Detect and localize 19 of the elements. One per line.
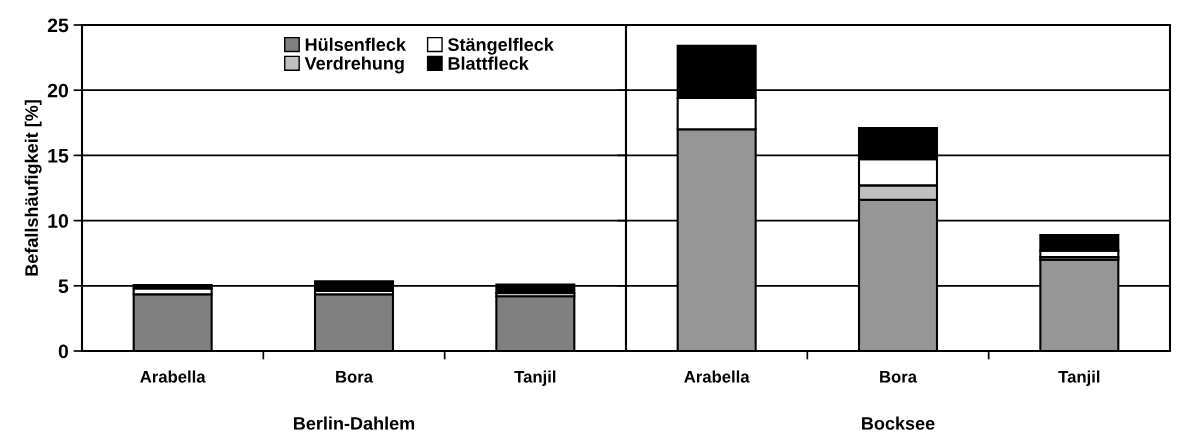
y-tick-label: 5 (58, 279, 69, 294)
x-tick-label: Tanjil (514, 370, 556, 386)
x-tick-label: Bora (336, 371, 374, 383)
x-tick-label: Arabella (684, 370, 750, 383)
y-tick-label: 25 (47, 18, 69, 33)
x-tick-label: Bora (880, 371, 918, 383)
x-tick-label: Tanjil (1058, 370, 1100, 386)
legend-label: Hülsenfleck (305, 37, 406, 51)
legend-label: Blattfleck (448, 56, 529, 70)
y-tick-label: 10 (48, 214, 69, 228)
legend-label: Verdrehung (304, 56, 404, 74)
y-tick-label: 20 (47, 83, 69, 98)
x-axis-title: Berlin-Dahlem (294, 416, 415, 430)
y-axis-title: Befallshäufigkeit [%] (24, 100, 42, 276)
x-tick-label: Arabella (140, 370, 206, 383)
y-tick-label: 15 (48, 149, 69, 163)
legend-label: Stängelfleck (447, 37, 554, 55)
x-axis-title: Bocksee (862, 416, 935, 430)
y-tick-label: 0 (58, 344, 69, 359)
